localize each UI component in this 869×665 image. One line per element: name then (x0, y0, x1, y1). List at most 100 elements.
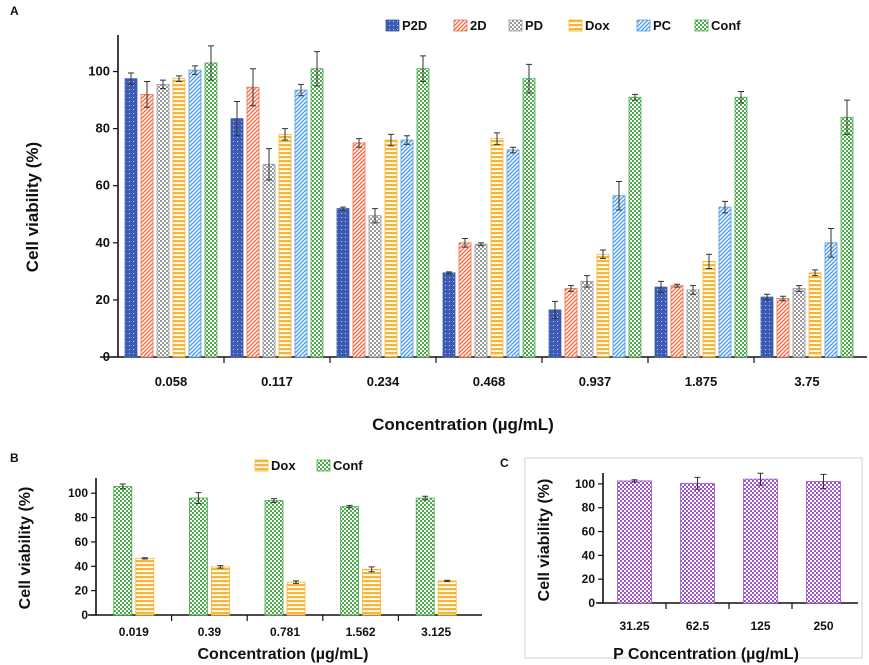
error-bar-panela-pd-0-117 (266, 148, 272, 181)
legend-swatch-panela-conf (694, 19, 709, 32)
bar-panela-conf-3-75 (840, 116, 854, 358)
panelc-y-tick-label: 80 (582, 501, 596, 515)
panel-c-x-axis-title: P Concentration (µg/mL) (613, 646, 799, 663)
bar-panela-2d-0-117 (246, 86, 260, 358)
bar-panela-p2d-1-875 (654, 286, 668, 358)
legend-label-panelb-conf: Conf (333, 458, 363, 473)
panela-x-tick-label: 0.058 (155, 374, 188, 389)
panelc-y-tick-label: 100 (575, 477, 595, 491)
panela-x-tick-label: 1.875 (685, 374, 718, 389)
panel-a-legend: P2D 2D PD Dox PC Conf (385, 18, 741, 33)
legend-label-panelb-dox: Dox (271, 458, 296, 473)
bar-panela-p2d-3-75 (760, 296, 774, 358)
error-bar-panela-dox-0-117 (282, 128, 288, 141)
error-bar-panela-dox-0-468 (494, 132, 500, 145)
panela-x-tick-label: 0.234 (367, 374, 400, 389)
error-bar-panela-p2d-3-75 (764, 293, 770, 301)
error-bar-panela-pc-0-468 (510, 146, 516, 154)
panel-b: B Dox Conf 0 20 40 60 80 100 0.019 0.39 0.781 1.5… (10, 451, 482, 663)
bar-panela-dox-1-875 (702, 260, 716, 358)
panela-y-tick-label: 100 (88, 64, 110, 79)
error-bar-panelb-dox-1-562 (368, 566, 375, 573)
panela-x-tick-label: 0.468 (473, 374, 506, 389)
error-bar-panela-conf-0-234 (420, 55, 426, 83)
bar-panelb-dox-0-019 (135, 557, 155, 616)
panel-c-frame (524, 457, 863, 659)
panel-b-label: B (10, 451, 19, 465)
error-bar-panela-pd-0-234 (372, 208, 378, 224)
legend-label-panela-pd: PD (525, 18, 543, 33)
bar-panela-dox-0-234 (384, 139, 398, 358)
error-bar-panela-pc-0-058 (192, 65, 198, 75)
error-bar-panela-pd-0-468 (478, 242, 484, 247)
error-bar-panela-2d-0-058 (144, 81, 150, 108)
error-bar-panelb-conf-0-019 (119, 483, 126, 490)
bar-panelc-series-125 (743, 478, 778, 604)
legend-label-panela-conf: Conf (711, 18, 741, 33)
panelb-x-tick-label: 3.125 (421, 625, 451, 639)
panela-x-tick-label: 0.937 (579, 374, 612, 389)
error-bar-panela-p2d-1-875 (658, 280, 664, 294)
bar-panela-dox-3-75 (808, 272, 822, 358)
error-bar-panela-dox-0-058 (176, 75, 182, 83)
error-bar-panela-pc-1-875 (722, 200, 728, 214)
error-bar-panela-conf-1-875 (738, 91, 744, 104)
error-bar-panela-dox-0-937 (600, 249, 606, 260)
bar-panela-conf-0-468 (522, 78, 536, 358)
bar-panelc-series-250 (806, 481, 841, 604)
error-bar-panela-2d-3-75 (780, 295, 786, 302)
bar-panela-conf-1-875 (734, 96, 748, 358)
bar-panela-pc-1-875 (718, 206, 732, 358)
bar-panelb-conf-0-39 (188, 497, 208, 616)
panelb-y-tick-label: 0 (81, 608, 88, 622)
error-bar-panelc-series-125 (757, 472, 764, 486)
panelc-x-tick-label: 62.5 (686, 619, 710, 633)
panelc-y-tick-label: 40 (582, 548, 596, 562)
panelb-x-tick-label: 1.562 (346, 625, 376, 639)
error-bar-panelb-dox-0-019 (141, 557, 148, 560)
bar-panela-conf-0-937 (628, 96, 642, 358)
legend-swatch-panela-p2d (385, 19, 400, 32)
panel-a-label: A (10, 4, 19, 18)
legend-label-panela-p2d: P2D (402, 18, 427, 33)
error-bar-panela-conf-0-937 (632, 93, 638, 101)
error-bar-panelc-series-62-5 (694, 476, 701, 490)
panelb-x-tick-label: 0.019 (119, 625, 149, 639)
error-bar-panela-p2d-0-117 (234, 101, 240, 137)
bar-panela-pc-3-75 (824, 242, 838, 358)
panelb-y-tick-label: 60 (75, 535, 89, 549)
panelb-y-tick-label: 20 (75, 584, 89, 598)
panela-x-tick-label: 3.75 (794, 374, 819, 389)
panel-a: A P2D 2D PD Dox PC Conf 0 20 40 60 80 100 0.058 0.1… (10, 4, 867, 434)
legend-label-panela-2d: 2D (470, 18, 487, 33)
panelc-x-tick-label: 125 (750, 619, 770, 633)
bar-panelb-dox-0-39 (210, 566, 230, 616)
error-bar-panela-p2d-0-468 (446, 271, 452, 275)
panela-y-tick-label: 60 (96, 178, 110, 193)
bar-panela-p2d-0-468 (442, 272, 456, 358)
error-bar-panela-dox-0-234 (388, 133, 394, 147)
bar-panelb-conf-1-562 (340, 506, 360, 616)
bar-panela-pc-0-468 (506, 149, 520, 358)
bar-panela-pc-0-937 (612, 195, 626, 358)
bar-panela-pd-0-937 (580, 280, 594, 358)
bar-panelb-conf-3-125 (415, 497, 435, 616)
error-bar-panela-pd-1-875 (690, 285, 696, 295)
bar-panela-pd-0-468 (474, 243, 488, 358)
panel-c-y-axis-title: Cell viability (%) (536, 479, 553, 602)
error-bar-panela-conf-0-117 (314, 51, 320, 87)
error-bar-panela-p2d-0-937 (552, 300, 558, 319)
panel-b-x-axis-title: Concentration (µg/mL) (198, 646, 369, 663)
bar-panela-conf-0-234 (416, 68, 430, 358)
error-bar-panelb-conf-1-562 (346, 504, 353, 509)
bar-panela-2d-1-875 (670, 285, 684, 358)
bar-panela-pc-0-234 (400, 139, 414, 358)
bar-panela-pc-0-117 (294, 89, 308, 358)
bar-panelb-dox-3-125 (437, 580, 457, 616)
legend-swatch-panelb-conf (316, 459, 331, 472)
error-bar-panela-p2d-0-234 (340, 206, 346, 211)
bar-panela-2d-3-75 (776, 298, 790, 358)
legend-swatch-panela-pd (508, 19, 523, 32)
panela-y-tick-label: 40 (96, 235, 110, 250)
